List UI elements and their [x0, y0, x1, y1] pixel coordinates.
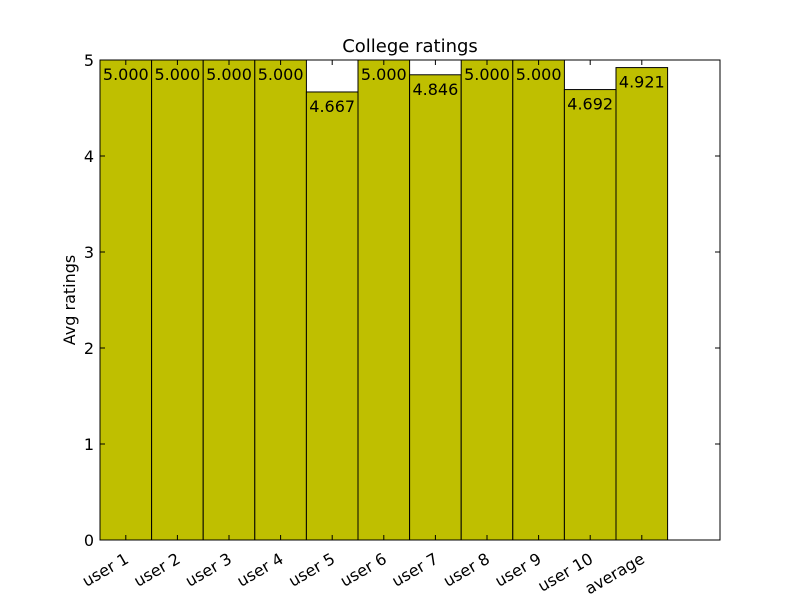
y-tick-label: 4	[84, 147, 94, 166]
x-tick-label: average	[582, 549, 648, 598]
bar-value-label: 4.692	[567, 95, 613, 114]
y-ticks-group: 0 1 2 3 4 5	[84, 51, 720, 550]
plot-frame	[99, 59, 721, 541]
bar-value-label: 5.000	[258, 65, 304, 84]
bar-5	[305, 91, 359, 541]
y-tick-label: 5	[84, 51, 94, 70]
bar-9	[512, 59, 565, 541]
bar-value-label: 5.000	[516, 65, 562, 84]
axes-group	[99, 59, 721, 541]
bar-1	[99, 59, 153, 541]
bar-value-label: 4.921	[619, 73, 665, 92]
bar-7	[409, 74, 462, 541]
x-tick-label: user 1	[79, 549, 132, 591]
x-tick-label: user 6	[337, 549, 390, 591]
x-tick-label: user 4	[234, 549, 287, 591]
bar-labels-group: 5.000 5.000 5.000 5.000 4.667 5.000 4.846 5.000…	[103, 65, 665, 116]
x-tick-label: user 2	[130, 549, 183, 591]
x-tick-label: user 5	[285, 549, 338, 591]
bar-6	[357, 59, 411, 541]
x-tick-label: user 3	[182, 549, 235, 591]
bar-4	[254, 59, 307, 541]
bar-11	[615, 67, 669, 541]
chart-title: College ratings	[342, 36, 478, 57]
y-tick-label: 1	[84, 435, 94, 454]
y-tick-label: 3	[84, 243, 94, 262]
y-tick-label: 2	[84, 339, 94, 358]
bar-8	[460, 59, 514, 541]
bar-value-label: 5.000	[464, 65, 510, 84]
x-tick-label: user 8	[440, 549, 493, 591]
bar-value-label: 5.000	[206, 65, 252, 84]
bar-value-label: 5.000	[361, 65, 407, 84]
x-tick-label: user 7	[388, 549, 441, 591]
bar-10	[563, 89, 617, 541]
bars-group	[99, 59, 669, 541]
bar-value-label: 5.000	[154, 65, 200, 84]
y-axis-label: Avg ratings	[60, 255, 79, 345]
bar-2	[151, 59, 204, 541]
bar-value-label: 4.846	[412, 80, 458, 99]
bar-value-label: 4.667	[309, 97, 355, 116]
bar-value-label: 5.000	[103, 65, 149, 84]
bar-3	[202, 59, 256, 541]
y-tick-label: 0	[84, 531, 94, 550]
